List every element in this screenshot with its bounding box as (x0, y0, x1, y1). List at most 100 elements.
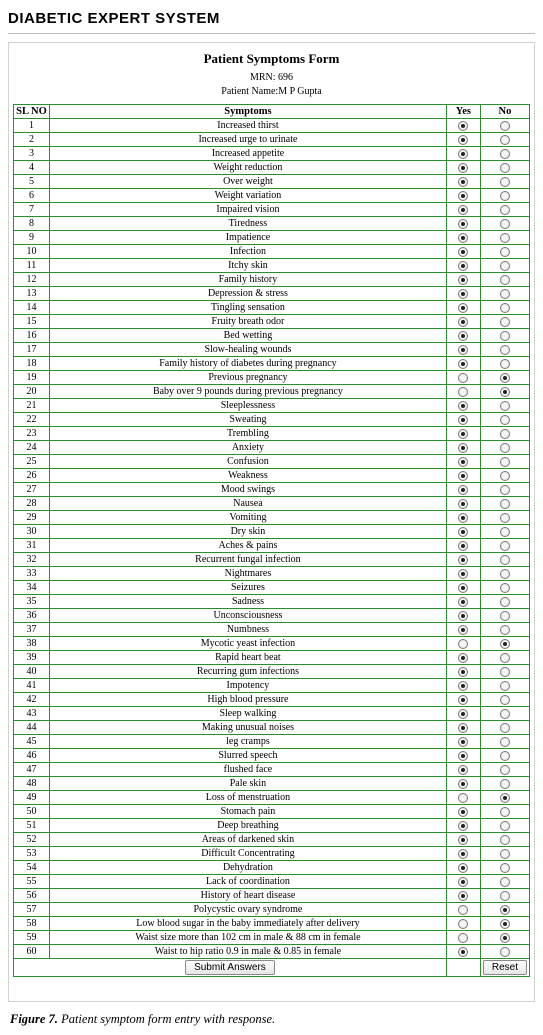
radio-no[interactable] (500, 359, 510, 369)
radio-yes[interactable] (458, 849, 468, 859)
radio-no[interactable] (500, 415, 510, 425)
radio-yes[interactable] (458, 569, 468, 579)
radio-no[interactable] (500, 317, 510, 327)
radio-no[interactable] (500, 625, 510, 635)
radio-no[interactable] (500, 933, 510, 943)
radio-yes[interactable] (458, 485, 468, 495)
radio-yes[interactable] (458, 709, 468, 719)
radio-yes[interactable] (458, 345, 468, 355)
radio-yes[interactable] (458, 359, 468, 369)
radio-yes[interactable] (458, 149, 468, 159)
radio-yes[interactable] (458, 821, 468, 831)
radio-no[interactable] (500, 373, 510, 383)
reset-button[interactable]: Reset (483, 960, 527, 975)
radio-no[interactable] (500, 639, 510, 649)
radio-yes[interactable] (458, 807, 468, 817)
radio-yes[interactable] (458, 471, 468, 481)
radio-no[interactable] (500, 737, 510, 747)
radio-yes[interactable] (458, 401, 468, 411)
radio-yes[interactable] (458, 905, 468, 915)
radio-yes[interactable] (458, 737, 468, 747)
radio-yes[interactable] (458, 219, 468, 229)
radio-yes[interactable] (458, 415, 468, 425)
radio-no[interactable] (500, 877, 510, 887)
radio-no[interactable] (500, 793, 510, 803)
radio-no[interactable] (500, 471, 510, 481)
radio-no[interactable] (500, 401, 510, 411)
radio-yes[interactable] (458, 331, 468, 341)
radio-yes[interactable] (458, 527, 468, 537)
radio-yes[interactable] (458, 191, 468, 201)
radio-no[interactable] (500, 345, 510, 355)
radio-yes[interactable] (458, 891, 468, 901)
radio-no[interactable] (500, 681, 510, 691)
radio-no[interactable] (500, 905, 510, 915)
radio-yes[interactable] (458, 513, 468, 523)
radio-yes[interactable] (458, 121, 468, 131)
radio-yes[interactable] (458, 205, 468, 215)
radio-yes[interactable] (458, 387, 468, 397)
radio-no[interactable] (500, 513, 510, 523)
radio-yes[interactable] (458, 303, 468, 313)
radio-no[interactable] (500, 163, 510, 173)
radio-no[interactable] (500, 387, 510, 397)
radio-no[interactable] (500, 807, 510, 817)
radio-yes[interactable] (458, 681, 468, 691)
radio-no[interactable] (500, 485, 510, 495)
radio-yes[interactable] (458, 919, 468, 929)
radio-no[interactable] (500, 765, 510, 775)
radio-yes[interactable] (458, 751, 468, 761)
radio-yes[interactable] (458, 317, 468, 327)
radio-no[interactable] (500, 919, 510, 929)
radio-no[interactable] (500, 863, 510, 873)
radio-yes[interactable] (458, 653, 468, 663)
radio-yes[interactable] (458, 933, 468, 943)
radio-no[interactable] (500, 233, 510, 243)
radio-no[interactable] (500, 331, 510, 341)
radio-no[interactable] (500, 947, 510, 957)
radio-yes[interactable] (458, 835, 468, 845)
radio-yes[interactable] (458, 947, 468, 957)
radio-yes[interactable] (458, 765, 468, 775)
radio-no[interactable] (500, 541, 510, 551)
radio-no[interactable] (500, 527, 510, 537)
radio-no[interactable] (500, 569, 510, 579)
radio-yes[interactable] (458, 583, 468, 593)
radio-no[interactable] (500, 149, 510, 159)
radio-no[interactable] (500, 191, 510, 201)
radio-yes[interactable] (458, 289, 468, 299)
radio-yes[interactable] (458, 723, 468, 733)
radio-yes[interactable] (458, 247, 468, 257)
radio-yes[interactable] (458, 275, 468, 285)
radio-no[interactable] (500, 653, 510, 663)
radio-yes[interactable] (458, 625, 468, 635)
radio-yes[interactable] (458, 695, 468, 705)
radio-no[interactable] (500, 751, 510, 761)
radio-yes[interactable] (458, 499, 468, 509)
radio-no[interactable] (500, 891, 510, 901)
radio-no[interactable] (500, 821, 510, 831)
radio-no[interactable] (500, 597, 510, 607)
radio-no[interactable] (500, 849, 510, 859)
radio-no[interactable] (500, 583, 510, 593)
radio-no[interactable] (500, 177, 510, 187)
radio-no[interactable] (500, 457, 510, 467)
radio-yes[interactable] (458, 597, 468, 607)
radio-no[interactable] (500, 709, 510, 719)
radio-yes[interactable] (458, 443, 468, 453)
radio-no[interactable] (500, 835, 510, 845)
radio-yes[interactable] (458, 877, 468, 887)
radio-no[interactable] (500, 205, 510, 215)
submit-button[interactable]: Submit Answers (185, 960, 275, 975)
radio-no[interactable] (500, 555, 510, 565)
radio-yes[interactable] (458, 541, 468, 551)
radio-yes[interactable] (458, 863, 468, 873)
radio-no[interactable] (500, 695, 510, 705)
radio-yes[interactable] (458, 177, 468, 187)
radio-no[interactable] (500, 303, 510, 313)
radio-yes[interactable] (458, 779, 468, 789)
radio-yes[interactable] (458, 793, 468, 803)
radio-no[interactable] (500, 121, 510, 131)
radio-yes[interactable] (458, 457, 468, 467)
radio-no[interactable] (500, 779, 510, 789)
